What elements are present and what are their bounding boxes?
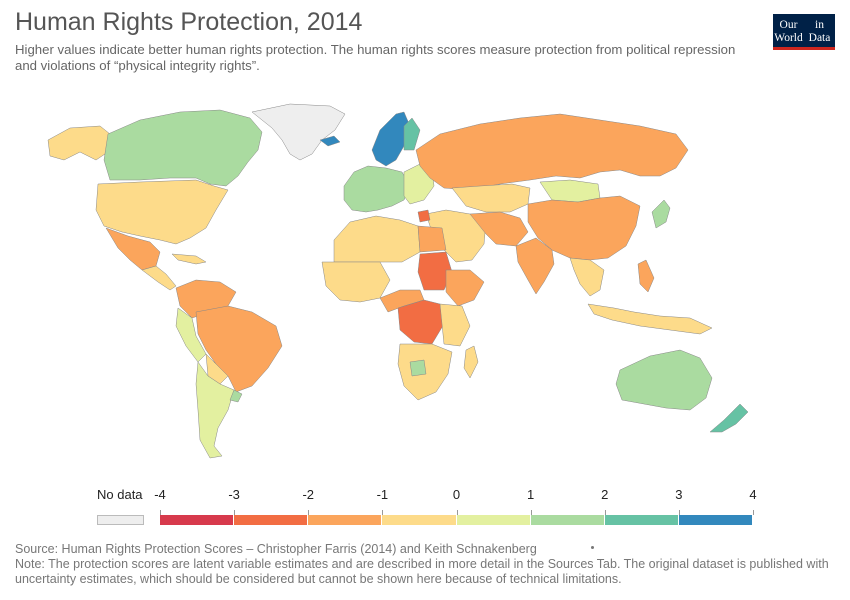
region-alaska[interactable] [47, 125, 111, 161]
legend-tick-mark [679, 510, 680, 515]
note-text: Note: The protection scores are latent v… [15, 557, 829, 586]
region-southern-cone[interactable] [195, 361, 235, 459]
region-china[interactable] [527, 195, 641, 261]
region-dr-congo[interactable] [397, 299, 445, 345]
legend-no-data-label: No data [97, 487, 143, 502]
region-australia[interactable] [615, 349, 713, 411]
logo-line-1: Our World [774, 19, 803, 44]
region-west-africa[interactable] [321, 261, 391, 303]
legend-segment-2[interactable] [308, 515, 383, 525]
legend-tick-mark [308, 510, 309, 515]
legend-segment-3[interactable] [382, 515, 457, 525]
chart-title: Human Rights Protection, 2014 [15, 8, 363, 36]
region-madagascar[interactable] [463, 345, 479, 379]
legend-tick-label: 0 [452, 487, 461, 502]
region-finland[interactable] [403, 117, 421, 151]
chart-subtitle: Higher values indicate better human righ… [15, 42, 736, 73]
region-canada[interactable] [103, 109, 263, 187]
legend-tick-mark [531, 510, 532, 515]
region-southeast-asia[interactable] [569, 257, 605, 297]
region-japan[interactable] [651, 199, 671, 229]
source-text: Source: Human Rights Protection Scores –… [15, 542, 537, 556]
legend-tick-label: 2 [601, 487, 609, 502]
legend-tick-label: -1 [376, 487, 389, 502]
legend-no-data-swatch [97, 515, 144, 525]
legend-tick-label: 4 [749, 487, 757, 502]
legend-tick-label: 3 [675, 487, 683, 502]
legend-segment-0[interactable] [160, 515, 235, 525]
legend-tick-label: -4 [154, 487, 166, 502]
region-usa[interactable] [95, 179, 229, 245]
source-dot [591, 546, 594, 549]
legend-color-bar [160, 515, 753, 525]
region-iran-pakistan[interactable] [469, 211, 529, 247]
legend-segment-7[interactable] [678, 515, 753, 525]
region-india[interactable] [515, 237, 555, 295]
region-north-africa[interactable] [333, 215, 421, 263]
region-philippines[interactable] [637, 259, 655, 293]
region-botswana[interactable] [409, 359, 427, 377]
legend-segment-6[interactable] [604, 515, 679, 525]
region-central-america[interactable] [141, 265, 177, 291]
region-uruguay[interactable] [229, 389, 243, 403]
legend-tick-mark [234, 510, 235, 515]
region-russia[interactable] [415, 113, 689, 191]
legend-tick-mark [457, 510, 458, 515]
region-peru[interactable] [175, 307, 207, 363]
legend-tick-label: -3 [228, 487, 240, 502]
legend-tick-label: -2 [302, 487, 315, 502]
region-egypt[interactable] [417, 225, 447, 253]
region-kazakhstan[interactable] [451, 183, 531, 213]
legend-segment-5[interactable] [530, 515, 605, 525]
legend-tick-label: 1 [527, 487, 535, 502]
region-horn-africa[interactable] [445, 269, 485, 307]
region-mongolia[interactable] [539, 179, 601, 203]
region-iceland[interactable] [319, 135, 341, 147]
region-bolivia[interactable] [205, 353, 229, 385]
region-east-africa[interactable] [439, 303, 471, 347]
legend-segment-4[interactable] [456, 515, 531, 525]
region-brazil[interactable] [195, 305, 283, 393]
region-greenland[interactable] [251, 103, 346, 161]
legend-tick-mark [605, 510, 606, 515]
region-caribbean[interactable] [171, 253, 207, 265]
legend-tick-mark [753, 510, 754, 515]
legend-tick-mark [382, 510, 383, 515]
region-new-zealand[interactable] [709, 403, 749, 433]
legend-segment-1[interactable] [234, 515, 309, 525]
region-western-europe[interactable] [343, 165, 411, 213]
region-indonesia[interactable] [587, 303, 713, 335]
logo-line-2: in Data [808, 19, 831, 44]
region-sudan[interactable] [417, 251, 453, 291]
region-syria[interactable] [417, 209, 431, 223]
owid-logo[interactable]: Our World in Data [773, 14, 835, 50]
legend-tick-mark [160, 510, 161, 515]
